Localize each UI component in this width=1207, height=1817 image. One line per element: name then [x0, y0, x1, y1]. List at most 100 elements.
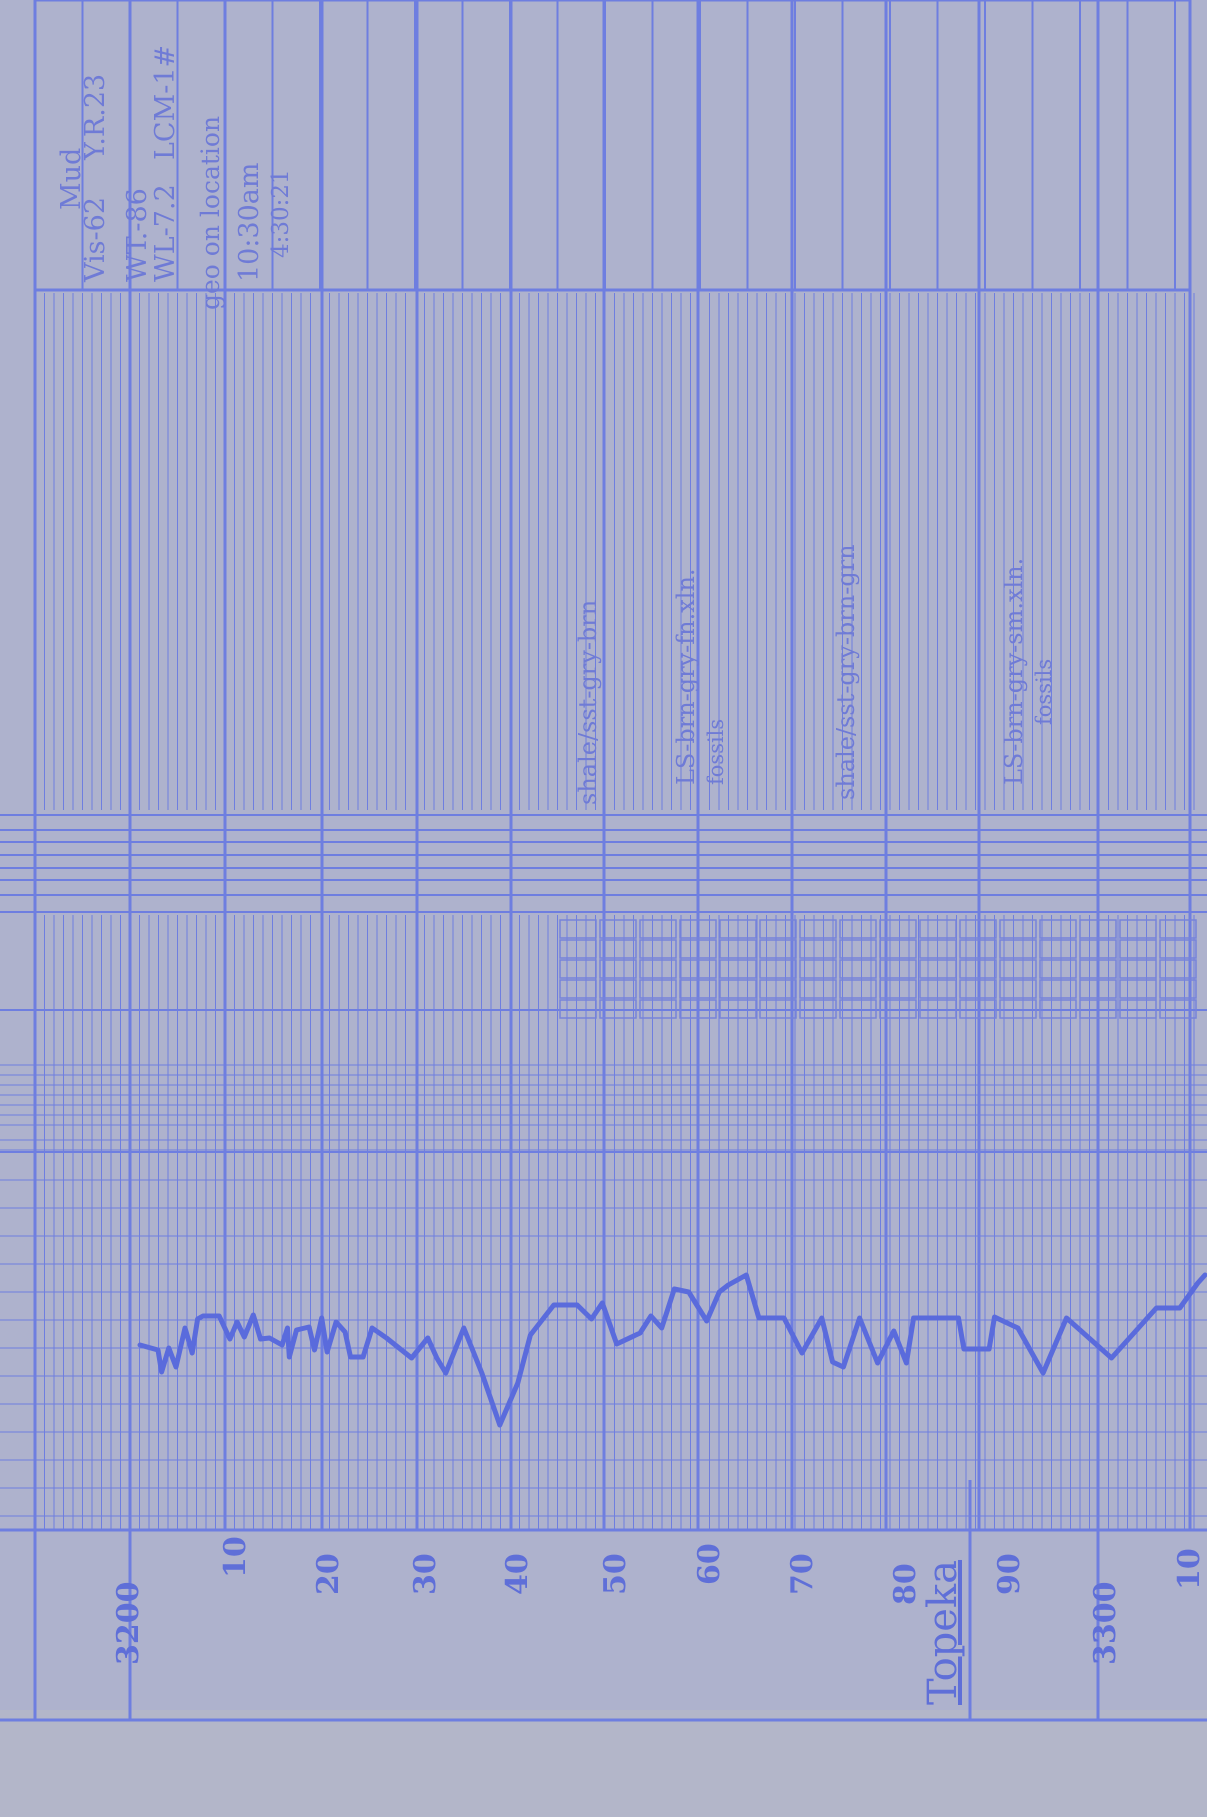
lithology-symbol — [759, 939, 797, 959]
depth-label-20: 20 — [311, 1553, 346, 1595]
lithology-symbol — [919, 939, 957, 959]
lithology-symbol — [1119, 979, 1157, 999]
lithology-symbol — [599, 959, 637, 979]
sample-description-2-line2: fossils — [704, 718, 728, 785]
lithology-symbol — [759, 999, 797, 1019]
lithology-symbol — [839, 939, 877, 959]
lithology-symbol — [999, 979, 1037, 999]
lithology-symbol — [719, 999, 757, 1019]
depth-label-90: 90 — [992, 1553, 1027, 1595]
depth-label-10: 10 — [218, 1536, 253, 1578]
lithology-symbol — [879, 919, 917, 939]
depth-label-30: 30 — [408, 1553, 443, 1595]
lithology-symbol — [999, 999, 1037, 1019]
header-note-wl: WL-7.2 — [150, 184, 181, 282]
lithology-symbol — [959, 979, 997, 999]
lithology-symbol — [839, 959, 877, 979]
sample-description-3: shale/sst-gry-brn-grn — [832, 544, 860, 800]
lithology-symbol — [759, 959, 797, 979]
lithology-symbol — [1079, 979, 1117, 999]
lithology-symbol — [639, 979, 677, 999]
sample-description-4: LS-brn-gry-sm.xln. — [1000, 557, 1028, 785]
lithology-symbol — [719, 959, 757, 979]
lithology-symbol — [999, 959, 1037, 979]
lithology-symbol — [639, 919, 677, 939]
lithology-symbol — [839, 979, 877, 999]
lithology-symbol — [1159, 979, 1197, 999]
lithology-symbol — [1159, 939, 1197, 959]
depth-label-70: 70 — [785, 1553, 820, 1595]
lithology-symbol — [559, 919, 597, 939]
lithology-symbol — [679, 999, 717, 1019]
lithology-symbol — [1039, 959, 1077, 979]
lithology-symbol — [559, 979, 597, 999]
lithology-symbol — [559, 999, 597, 1019]
lithology-symbol — [1039, 999, 1077, 1019]
lithology-symbol — [719, 979, 757, 999]
depth-label-50: 50 — [598, 1553, 633, 1595]
lithology-symbol — [799, 999, 837, 1019]
lithology-symbol — [1119, 939, 1157, 959]
lithology-symbol — [919, 919, 957, 939]
lithology-symbol — [639, 939, 677, 959]
lithology-symbol — [599, 919, 637, 939]
lithology-symbol — [799, 939, 837, 959]
lithology-symbol — [839, 919, 877, 939]
header-note-geo: geo on location — [196, 115, 225, 310]
sample-description-4-line2: fossils — [1032, 658, 1056, 725]
lithology-symbol — [1079, 939, 1117, 959]
lithology-symbol — [639, 999, 677, 1019]
lithology-symbol — [1039, 919, 1077, 939]
header-note-vis: Vis-62 — [80, 197, 111, 282]
lithology-symbol — [1079, 919, 1117, 939]
lithology-symbol — [599, 999, 637, 1019]
lithology-symbol — [799, 979, 837, 999]
lithology-symbol — [1159, 999, 1197, 1019]
sample-description-1: shale/sst-gry-brn — [574, 599, 602, 805]
depth-label-3200: 3200 — [111, 1581, 146, 1666]
lithology-symbol — [919, 959, 957, 979]
lithology-symbol — [1039, 939, 1077, 959]
lithology-symbol — [1079, 959, 1117, 979]
lithology-symbol — [599, 939, 637, 959]
lithology-symbol — [559, 959, 597, 979]
lithology-symbol — [759, 979, 797, 999]
header-note-yr: Y.R.23 — [80, 73, 111, 160]
lithology-symbol — [719, 939, 757, 959]
depth-label-10b: 10 — [1172, 1548, 1207, 1590]
lithology-symbol — [1039, 979, 1077, 999]
header-note-lcm: LCM-1# — [150, 44, 181, 160]
header-note-wt: WT.-86 — [122, 188, 153, 282]
lithology-symbol — [839, 999, 877, 1019]
header-note-time-pm: 4:30:21 — [268, 169, 294, 258]
lithology-symbol — [1079, 999, 1117, 1019]
lithology-symbol — [879, 979, 917, 999]
lithology-symbol — [1119, 959, 1157, 979]
lithology-symbol — [919, 979, 957, 999]
lithology-symbol — [1159, 959, 1197, 979]
lithology-symbol — [679, 939, 717, 959]
lithology-symbol — [799, 959, 837, 979]
lithology-symbol — [959, 959, 997, 979]
depth-label-40: 40 — [500, 1553, 535, 1595]
lithology-symbol — [639, 959, 677, 979]
lithology-symbol — [999, 939, 1037, 959]
lithology-symbol — [959, 939, 997, 959]
lithology-symbol — [1119, 919, 1157, 939]
lithology-symbol — [959, 919, 997, 939]
lithology-symbol — [679, 959, 717, 979]
lithology-symbol — [1119, 999, 1157, 1019]
depth-label-3300: 3300 — [1088, 1581, 1123, 1666]
sample-description-2: LS-brn-gry-fn.xln. — [672, 568, 700, 785]
lithology-symbol — [919, 999, 957, 1019]
lithology-symbol — [759, 919, 797, 939]
formation-top-label: Topeka — [920, 1559, 966, 1705]
lithology-symbol — [959, 999, 997, 1019]
depth-label-80: 80 — [888, 1563, 923, 1605]
lithology-symbol — [799, 919, 837, 939]
lithology-symbol — [1159, 919, 1197, 939]
lithology-symbol — [879, 959, 917, 979]
lithology-symbol — [599, 979, 637, 999]
